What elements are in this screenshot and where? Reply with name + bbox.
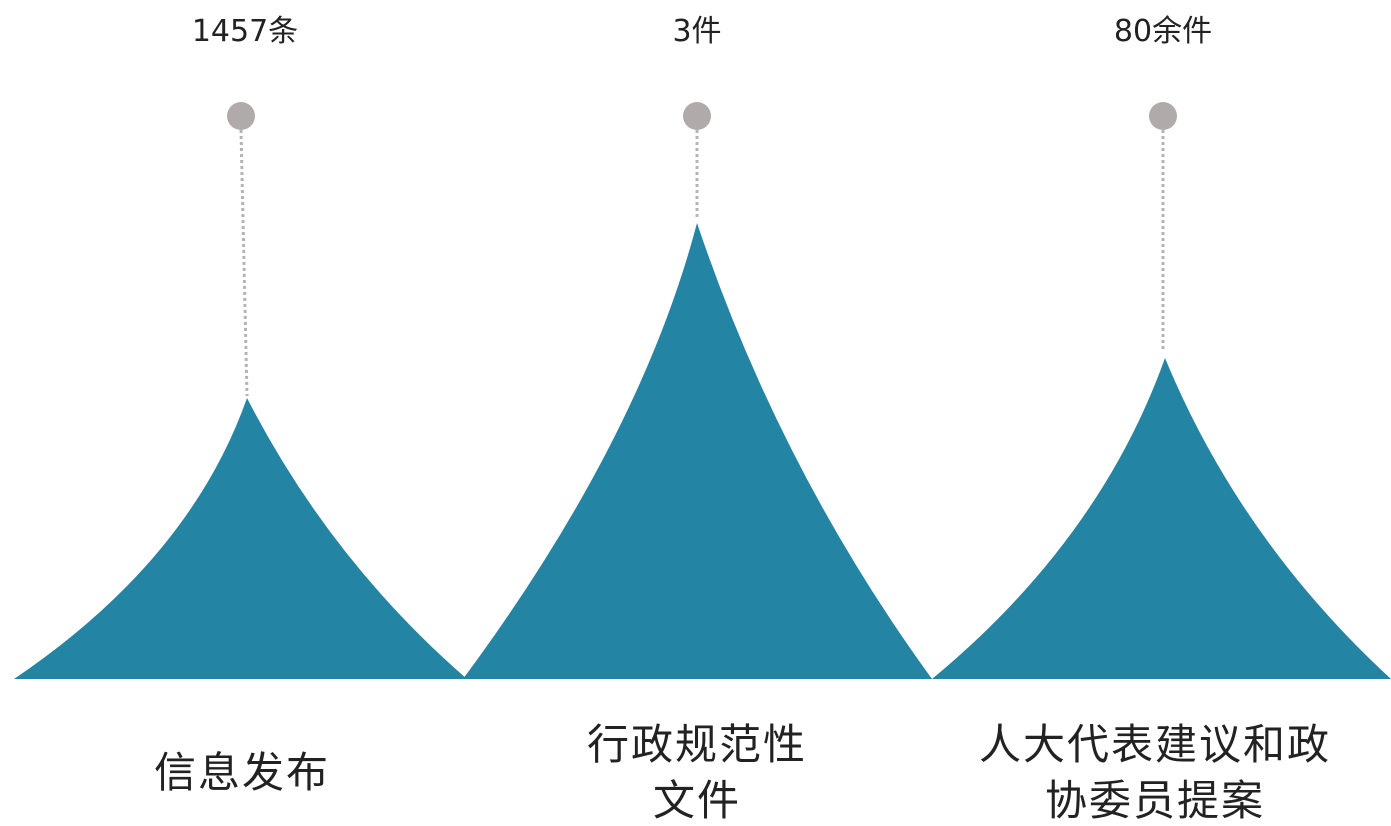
value-label-3: 80余件: [1113, 14, 1213, 49]
marker-dot-2: [683, 102, 711, 130]
category-label-3-line-2: 协委员提案: [1044, 776, 1265, 825]
category-label-1-line-1: 信息发布: [153, 748, 330, 797]
peak-shape-1: [14, 398, 467, 679]
category-label-2-line-1: 行政规范性: [586, 720, 807, 769]
category-label-3: 人大代表建议和政 协委员提案: [945, 717, 1365, 826]
peak-shape-3: [932, 358, 1391, 679]
category-label-2: 行政规范性 文件: [487, 717, 907, 826]
marker-dot-3: [1149, 102, 1177, 130]
connector-line-1: [239, 129, 249, 397]
category-label-3-line-1: 人大代表建议和政: [978, 720, 1331, 769]
value-label-1: 1457条: [191, 14, 299, 49]
marker-dot-1: [227, 102, 255, 130]
peak-shape-2: [463, 223, 932, 679]
peak-group-1: [14, 102, 467, 679]
peak-group-3: [932, 102, 1391, 679]
category-label-1: 信息发布: [32, 745, 452, 801]
peak-group-2: [463, 102, 932, 679]
value-label-2: 3件: [672, 14, 722, 49]
category-label-2-line-2: 文件: [652, 776, 741, 825]
